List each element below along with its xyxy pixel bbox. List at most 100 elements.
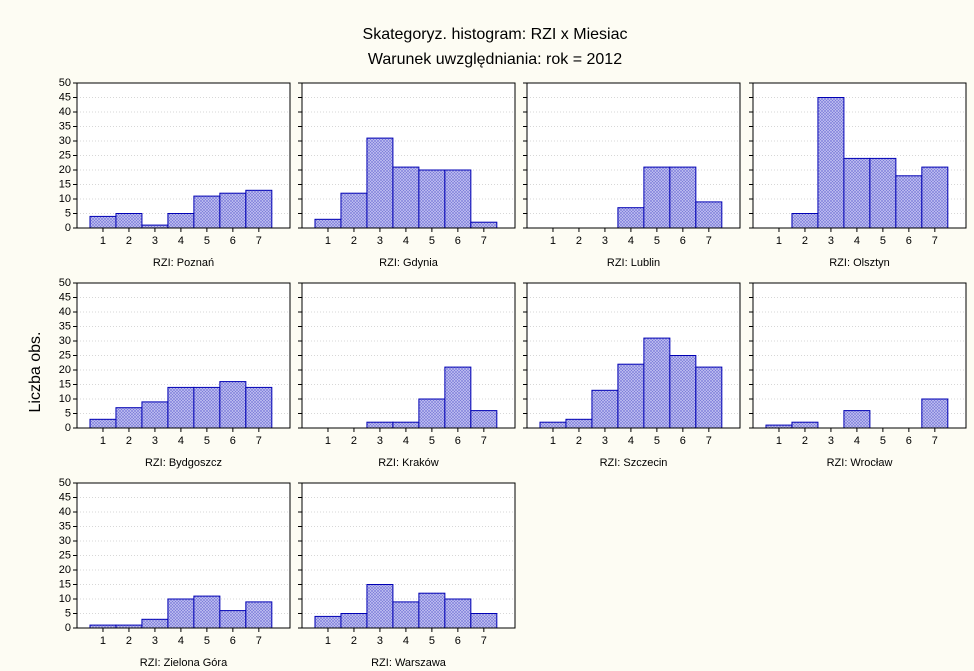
bar xyxy=(193,195,221,229)
y-tick-label: 20 xyxy=(59,564,71,576)
panel-border xyxy=(526,282,741,429)
bar xyxy=(193,386,221,429)
x-tick-label: 3 xyxy=(602,235,608,247)
bar xyxy=(591,389,619,429)
x-tick-label: 4 xyxy=(403,235,409,247)
y-tick-label: 35 xyxy=(59,120,71,132)
y-tick-label: 0 xyxy=(65,622,71,634)
bar xyxy=(695,201,723,229)
x-tick-label: 4 xyxy=(854,435,860,447)
x-tick-label: 1 xyxy=(776,235,782,247)
y-tick-label: 20 xyxy=(59,364,71,376)
y-tick-label: 45 xyxy=(59,291,71,303)
y-tick-label: 5 xyxy=(65,407,71,419)
panel-title: RZI: Kraków xyxy=(378,457,439,469)
bar xyxy=(869,157,897,229)
bar xyxy=(219,192,247,229)
y-tick-label: 10 xyxy=(59,193,71,205)
panel-title: RZI: Wrocław xyxy=(827,457,893,469)
bar xyxy=(669,166,697,229)
y-tick-label: 45 xyxy=(59,491,71,503)
x-tick-label: 4 xyxy=(178,235,184,247)
y-tick-label: 50 xyxy=(59,477,71,489)
y-tick-label: 25 xyxy=(59,549,71,561)
x-tick-label: 3 xyxy=(377,635,383,647)
y-tick-label: 10 xyxy=(59,593,71,605)
y-axis-label: Liczba obs. xyxy=(27,332,44,413)
bar xyxy=(340,613,368,629)
panel-border xyxy=(76,282,291,429)
x-tick-label: 5 xyxy=(429,235,435,247)
bar xyxy=(617,207,645,229)
bar xyxy=(791,421,819,429)
x-tick-label: 4 xyxy=(628,235,634,247)
x-tick-label: 6 xyxy=(455,235,461,247)
panel-border xyxy=(752,82,967,229)
panel-title: RZI: Poznań xyxy=(153,257,214,269)
bar xyxy=(843,410,871,429)
panel-border xyxy=(301,482,516,629)
bar xyxy=(219,381,247,429)
x-tick-label: 4 xyxy=(628,435,634,447)
chart-subtitle: Warunek uwzględniania: rok = 2012 xyxy=(368,51,622,68)
bar xyxy=(115,213,143,229)
bar xyxy=(167,598,195,629)
x-tick-label: 2 xyxy=(351,235,357,247)
y-tick-label: 30 xyxy=(59,335,71,347)
panel-title: RZI: Zielona Góra xyxy=(140,657,228,669)
x-tick-label: 4 xyxy=(178,435,184,447)
bar xyxy=(366,421,394,429)
x-tick-label: 7 xyxy=(706,235,712,247)
bar xyxy=(167,386,195,429)
x-tick-label: 6 xyxy=(230,435,236,447)
x-tick-label: 6 xyxy=(455,435,461,447)
x-tick-label: 6 xyxy=(230,635,236,647)
x-tick-label: 7 xyxy=(481,635,487,647)
x-tick-label: 1 xyxy=(100,235,106,247)
bar xyxy=(669,355,697,429)
y-tick-label: 45 xyxy=(59,91,71,103)
x-tick-label: 7 xyxy=(481,435,487,447)
y-tick-label: 40 xyxy=(59,306,71,318)
x-tick-label: 1 xyxy=(325,435,331,447)
y-tick-label: 30 xyxy=(59,535,71,547)
x-tick-label: 5 xyxy=(654,435,660,447)
bar xyxy=(392,166,420,229)
x-tick-label: 6 xyxy=(680,435,686,447)
bar xyxy=(843,157,871,229)
panel-border xyxy=(526,82,741,229)
y-tick-label: 40 xyxy=(59,106,71,118)
y-tick-label: 5 xyxy=(65,607,71,619)
bar xyxy=(245,189,273,229)
x-tick-label: 2 xyxy=(351,635,357,647)
x-tick-label: 7 xyxy=(256,235,262,247)
bar xyxy=(695,366,723,429)
bar xyxy=(89,215,117,229)
x-tick-label: 2 xyxy=(126,235,132,247)
y-tick-label: 15 xyxy=(59,578,71,590)
x-tick-label: 7 xyxy=(256,435,262,447)
bar xyxy=(643,166,671,229)
bar xyxy=(245,601,273,629)
bar xyxy=(643,337,671,429)
x-tick-label: 7 xyxy=(932,435,938,447)
x-tick-label: 7 xyxy=(256,635,262,647)
x-tick-label: 2 xyxy=(126,435,132,447)
x-tick-label: 3 xyxy=(152,435,158,447)
bar xyxy=(219,610,247,629)
bar xyxy=(470,221,498,229)
bar xyxy=(418,169,446,229)
bar xyxy=(366,137,394,229)
bar xyxy=(470,613,498,629)
chart-title: Skategoryz. histogram: RZI x Miesiac xyxy=(363,26,628,43)
panel-border xyxy=(752,282,967,429)
bar xyxy=(895,175,923,229)
x-tick-label: 1 xyxy=(550,435,556,447)
panel-border xyxy=(76,482,291,629)
bar xyxy=(366,584,394,629)
panel-title: RZI: Warszawa xyxy=(371,657,447,669)
x-tick-label: 4 xyxy=(403,435,409,447)
x-tick-label: 3 xyxy=(377,435,383,447)
y-tick-label: 50 xyxy=(59,277,71,289)
x-tick-label: 5 xyxy=(204,235,210,247)
